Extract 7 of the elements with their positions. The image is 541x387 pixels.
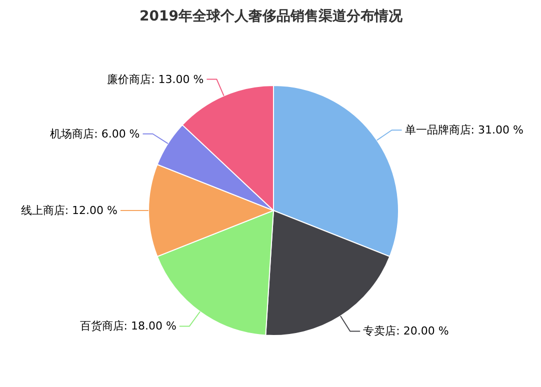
slice-label: 廉价商店: 13.00 % [107,72,204,86]
slice-label: 专卖店: 20.00 % [363,324,449,338]
slice-label: 单一品牌商店: 31.00 % [404,124,524,137]
slice-label: 线上商店: 12.00 % [20,204,118,217]
slice-label: 机场商店: 6.00 % [50,127,140,140]
chart-title: 2019年全球个人奢侈品销售渠道分布情况 [140,8,404,24]
slice-label: 百货商店: 18.00 % [80,320,176,333]
